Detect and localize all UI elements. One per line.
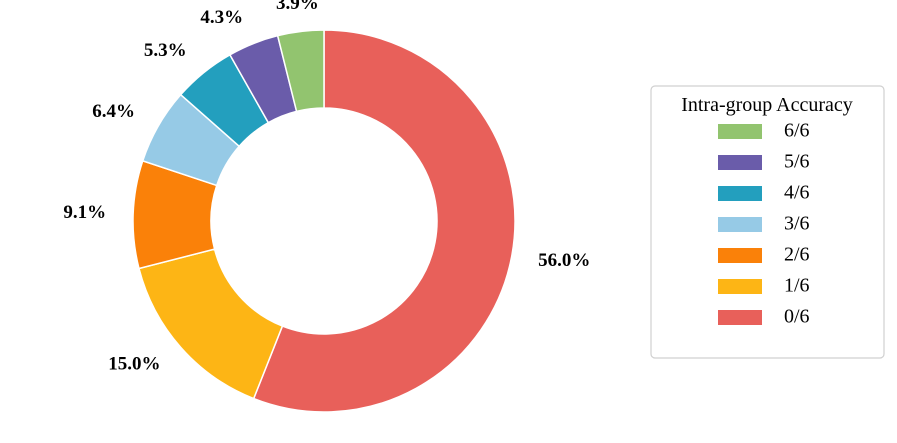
legend-label-5-of-6: 5/6 xyxy=(784,151,810,173)
slice-1-of-6 xyxy=(138,248,284,400)
legend-label-0-of-6: 0/6 xyxy=(784,306,810,328)
legend-swatch-1-of-6 xyxy=(718,279,762,294)
legend-label-6-of-6: 6/6 xyxy=(784,120,810,142)
legend-swatch-0-of-6 xyxy=(718,310,762,325)
donut-slices xyxy=(132,29,516,413)
legend-entries: 6/6 5/6 4/6 3/6 2/6 1/6 0/6 xyxy=(718,120,810,328)
legend-frame xyxy=(650,85,885,359)
legend-title: Intra-group Accuracy xyxy=(681,94,853,116)
legend-label-3-of-6: 3/6 xyxy=(784,213,810,235)
legend-label-2-of-6: 2/6 xyxy=(784,244,810,266)
legend-label-1-of-6: 1/6 xyxy=(784,275,810,297)
pct-label-3-of-6: 6.4% xyxy=(92,101,135,122)
legend: Intra-group Accuracy 6/6 5/6 4/6 3/6 2/6 1/6 0… xyxy=(650,85,885,359)
pct-label-1-of-6: 15.0% xyxy=(108,354,160,375)
legend-swatch-5-of-6 xyxy=(718,155,762,170)
pct-label-2-of-6: 9.1% xyxy=(63,202,106,223)
legend-swatch-6-of-6 xyxy=(718,124,762,139)
pct-label-0-of-6: 56.0% xyxy=(538,250,590,271)
legend-swatch-3-of-6 xyxy=(718,217,762,232)
legend-label-4-of-6: 4/6 xyxy=(784,182,810,204)
percentage-labels: 56.0% 15.0% 9.1% 6.4% 5.3% 4.3% 3.9% xyxy=(63,0,590,375)
slice-6-of-6 xyxy=(276,29,325,113)
pct-label-5-of-6: 4.3% xyxy=(200,7,243,28)
legend-swatch-2-of-6 xyxy=(718,248,762,263)
pct-label-4-of-6: 5.3% xyxy=(144,40,187,61)
slice-0-of-6 xyxy=(252,29,516,413)
pct-label-6-of-6: 3.9% xyxy=(276,0,319,14)
legend-swatch-4-of-6 xyxy=(718,186,762,201)
